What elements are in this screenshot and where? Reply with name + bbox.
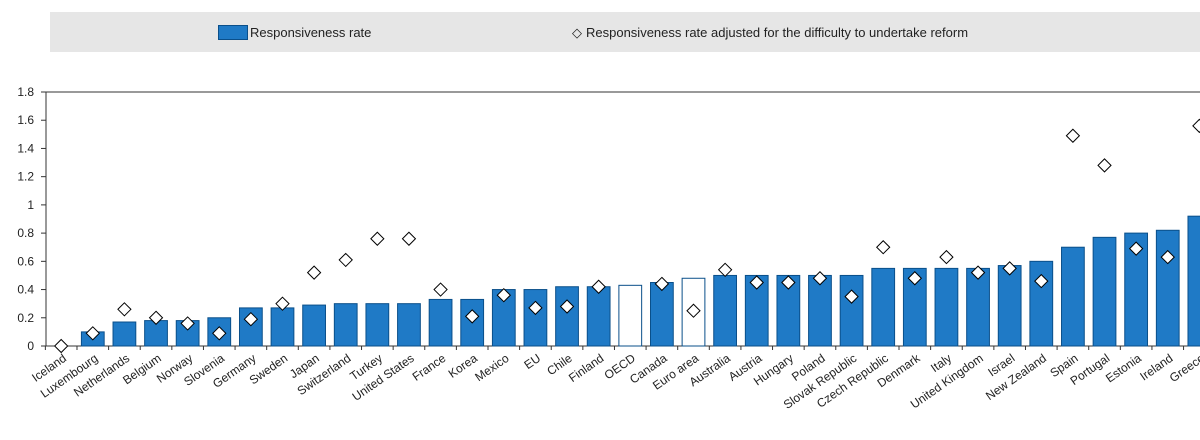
diamond-point bbox=[528, 300, 543, 316]
bar bbox=[1155, 229, 1180, 347]
bar bbox=[808, 274, 832, 347]
y-tick-label: 0.8 bbox=[17, 226, 34, 240]
x-tick-label: Estonia bbox=[1103, 351, 1144, 386]
diamond-point bbox=[496, 287, 512, 303]
diamond-point bbox=[117, 302, 132, 317]
bar bbox=[839, 274, 864, 347]
bar bbox=[302, 304, 326, 347]
y-tick-label: 1.2 bbox=[17, 170, 34, 184]
diamond-point bbox=[875, 240, 891, 255]
diamond-point bbox=[591, 279, 606, 294]
y-tick-label: 1.8 bbox=[17, 85, 34, 99]
bar bbox=[112, 321, 137, 347]
diamond-point bbox=[717, 262, 733, 278]
bar bbox=[523, 289, 548, 347]
diamond-point bbox=[1034, 273, 1049, 289]
diamond-point bbox=[464, 309, 480, 324]
bar bbox=[555, 286, 579, 347]
bar bbox=[365, 303, 390, 347]
diamond-point bbox=[781, 275, 796, 290]
bar bbox=[1061, 246, 1085, 347]
diamond-point bbox=[180, 316, 195, 331]
diamond-point bbox=[401, 231, 417, 246]
legend-bar-swatch bbox=[218, 24, 248, 40]
bar bbox=[871, 267, 896, 347]
y-tick-label: 1.4 bbox=[17, 141, 34, 155]
bar bbox=[333, 303, 358, 347]
legend-bar-label: Responsiveness rate bbox=[250, 24, 372, 40]
x-tick-label: Greece bbox=[1167, 351, 1200, 385]
diamond-point bbox=[212, 326, 227, 341]
legend: Responsiveness rate ◇ Responsiveness rat… bbox=[50, 12, 1200, 52]
diamond-point bbox=[844, 289, 859, 304]
bar bbox=[1092, 236, 1117, 347]
diamond-point bbox=[1128, 241, 1144, 256]
diamond-point bbox=[243, 311, 259, 327]
diamond-point bbox=[433, 282, 448, 297]
diamond-point bbox=[907, 271, 923, 286]
bar bbox=[270, 307, 295, 347]
y-tick-label: 1 bbox=[27, 198, 34, 212]
diamond-point bbox=[1192, 118, 1200, 134]
diamond-point bbox=[654, 276, 670, 292]
diamond-point bbox=[338, 252, 353, 268]
x-tick-label: Finland bbox=[566, 351, 606, 385]
diamond-point bbox=[749, 275, 764, 290]
legend-diamond-label: Responsiveness rate adjusted for the dif… bbox=[586, 24, 969, 40]
legend-item-diamond: ◇ Responsiveness rate adjusted for the d… bbox=[570, 12, 968, 52]
bar bbox=[238, 307, 263, 347]
bar bbox=[997, 265, 1022, 347]
diamond-point bbox=[53, 338, 69, 354]
x-tick-label: France bbox=[410, 351, 449, 384]
x-tick-label: EU bbox=[521, 351, 543, 372]
bar bbox=[397, 303, 421, 347]
x-tick-label: Mexico bbox=[472, 351, 511, 384]
diamond-point bbox=[559, 299, 575, 314]
bar bbox=[650, 282, 674, 347]
bar bbox=[586, 286, 611, 347]
y-tick-label: 1.6 bbox=[17, 113, 34, 127]
diamond-point bbox=[85, 326, 100, 341]
bar bbox=[966, 267, 990, 347]
y-tick-label: 0.6 bbox=[17, 254, 34, 268]
diamond-point bbox=[370, 231, 385, 246]
diamond-point bbox=[148, 310, 164, 325]
diamond-point bbox=[1002, 261, 1017, 276]
bar bbox=[1187, 215, 1200, 347]
diamond-marker-icon: ◇ bbox=[572, 24, 582, 40]
bar bbox=[713, 274, 738, 347]
y-tick-label: 0.2 bbox=[17, 311, 34, 325]
legend-item-bar: Responsiveness rate bbox=[218, 12, 371, 52]
bar bbox=[618, 284, 643, 347]
diamond-point bbox=[1065, 128, 1081, 143]
bar bbox=[428, 298, 453, 347]
bar bbox=[934, 267, 959, 347]
diamond-point bbox=[970, 265, 986, 280]
bar bbox=[902, 267, 927, 347]
y-tick-label: 0 bbox=[27, 339, 34, 353]
diamond-point bbox=[686, 303, 701, 318]
bar bbox=[1124, 232, 1149, 347]
diamond-point bbox=[1097, 158, 1112, 173]
diamond-point bbox=[1160, 249, 1175, 265]
y-tick-label: 0.4 bbox=[17, 283, 34, 297]
diamond-point bbox=[939, 249, 954, 265]
diamond-point bbox=[306, 265, 322, 280]
diamond-point bbox=[812, 271, 828, 286]
diamond-point bbox=[275, 296, 290, 311]
